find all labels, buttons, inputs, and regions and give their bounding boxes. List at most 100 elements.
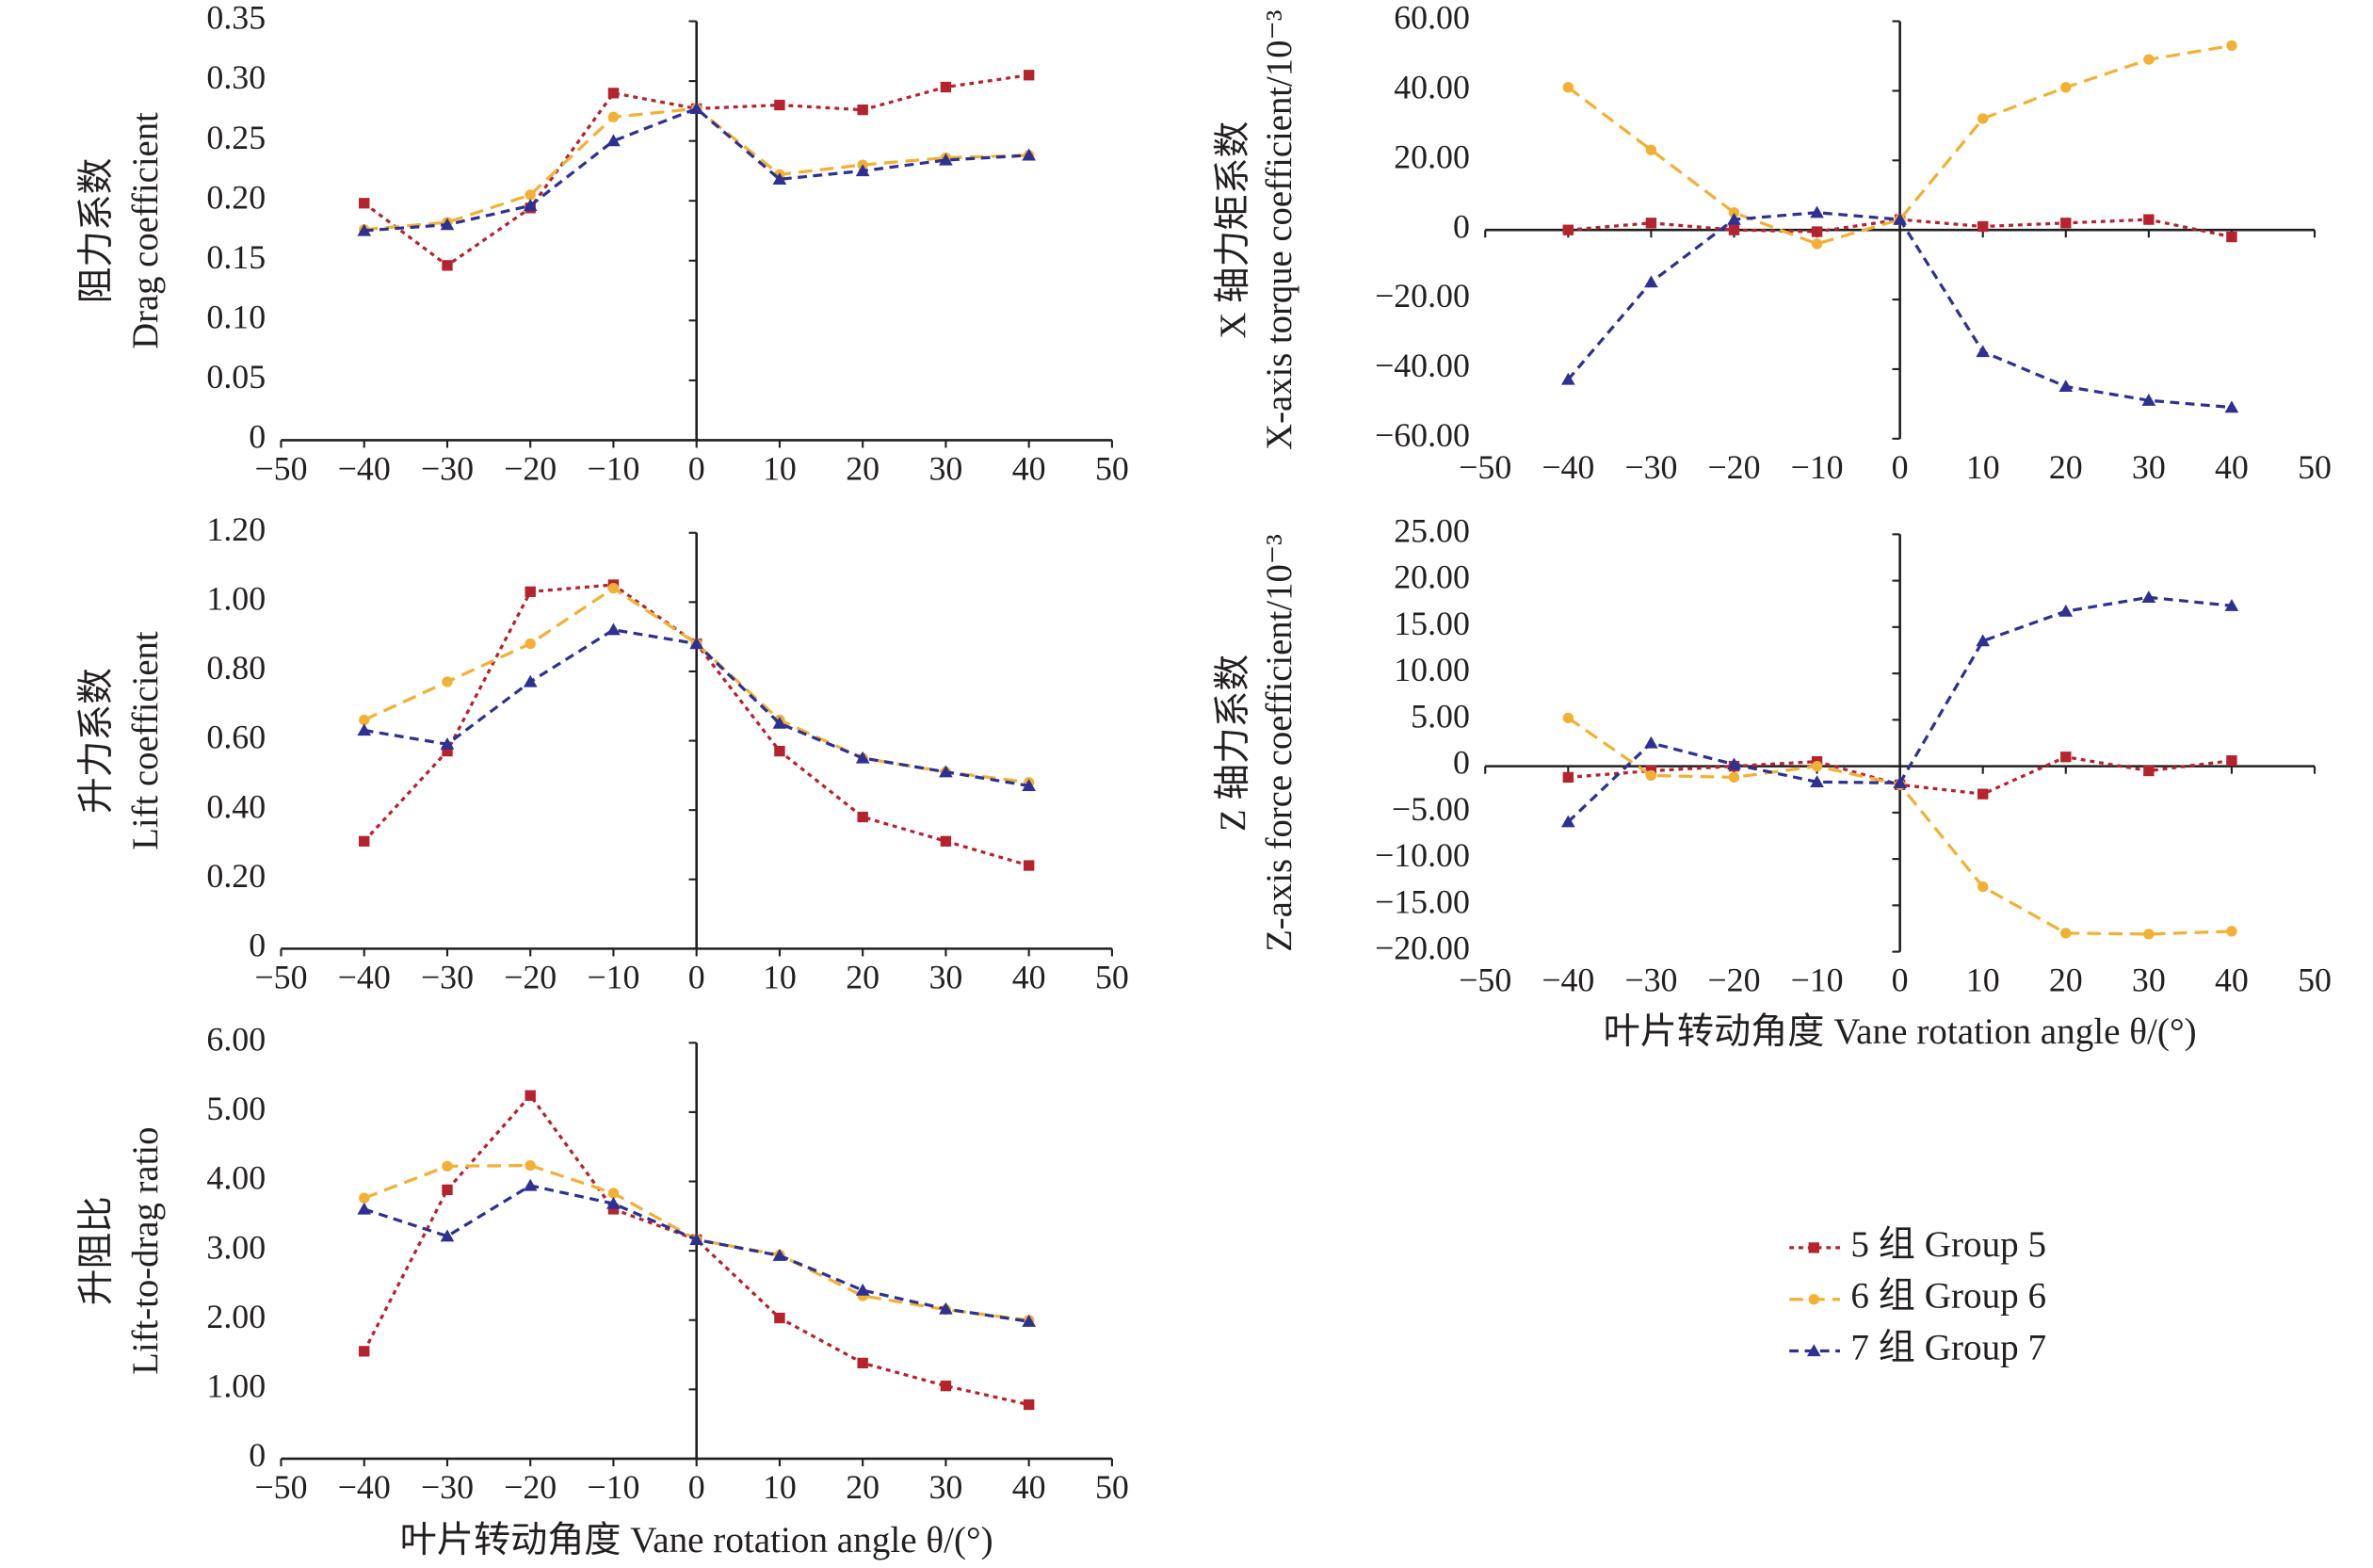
marker (1811, 760, 1823, 772)
y-axis-label: Drag coefficient (125, 112, 166, 349)
legend-marker (1808, 1242, 1819, 1253)
x-tick-label: −10 (587, 1468, 639, 1506)
y-tick-label: 1.20 (206, 510, 266, 548)
y-tick-label: 0 (249, 1436, 266, 1474)
marker (774, 1312, 785, 1324)
x-axis-label: 叶片转动角度 Vane rotation angle θ/(°) (1604, 1011, 2197, 1052)
x-tick-label: −20 (1707, 448, 1760, 486)
marker (2143, 765, 2155, 777)
marker (357, 223, 372, 236)
series-line (1567, 595, 2233, 823)
x-tick-label: 40 (2215, 962, 2249, 999)
x-tick-label: −30 (1624, 448, 1677, 486)
y-axis-label: Lift-to-drag ratio (125, 1127, 166, 1375)
marker (1976, 634, 1991, 647)
marker (940, 835, 952, 847)
marker (1810, 775, 1824, 787)
x-tick-label: 20 (846, 450, 880, 488)
y-tick-label: 15.00 (1394, 605, 1470, 642)
marker (442, 1160, 453, 1172)
y-axis-label: Z-axis force coefficient/10⁻³ (1259, 534, 1300, 952)
y-tick-label: 0.30 (206, 58, 266, 96)
marker (1022, 1314, 1036, 1327)
marker (1645, 218, 1657, 229)
marker (689, 102, 704, 114)
x-tick-label: −20 (504, 450, 557, 488)
marker (2224, 400, 2239, 413)
x-tick-label: 10 (1966, 448, 2000, 486)
marker (359, 714, 370, 726)
marker (939, 1301, 953, 1315)
marker (1022, 148, 1036, 161)
y-tick-label: 0.60 (206, 719, 266, 756)
marker (359, 1192, 370, 1204)
marker (525, 189, 536, 201)
x-tick-label: 10 (763, 450, 797, 488)
marker (607, 1204, 620, 1215)
marker (1978, 220, 1989, 233)
x-tick-label: 40 (1012, 1468, 1046, 1506)
y-tick-label: 20.00 (1394, 558, 1470, 596)
x-tick-label: 20 (846, 959, 880, 996)
marker (442, 260, 453, 271)
x-tick-label: −10 (1791, 448, 1844, 486)
x-tick-label: 20 (846, 1468, 880, 1506)
marker (2060, 928, 2072, 939)
marker (442, 676, 453, 687)
x-tick-label: −40 (1542, 448, 1594, 486)
marker (525, 1090, 536, 1101)
marker (2143, 929, 2155, 940)
marker (607, 88, 620, 99)
marker (1728, 771, 1740, 784)
marker (1978, 113, 1989, 124)
x-tick-label: −20 (504, 959, 557, 996)
x-tick-label: 30 (928, 450, 962, 488)
y-tick-label: 0.05 (206, 358, 266, 396)
y-tick-label: −60.00 (1375, 416, 1470, 454)
y-tick-label: −20.00 (1375, 929, 1470, 967)
y-tick-label: 40.00 (1394, 69, 1470, 106)
marker (855, 164, 870, 177)
x-tick-label: 0 (688, 959, 705, 996)
y-tick-label: 0.10 (206, 299, 266, 336)
marker (2226, 231, 2237, 243)
marker (1645, 144, 1657, 155)
y-tick-label: 0.80 (206, 649, 266, 687)
x-tick-label: −40 (1542, 962, 1594, 999)
marker (1562, 712, 1574, 724)
y-tick-label: 1.00 (206, 1367, 266, 1405)
marker (857, 104, 868, 116)
legend-label: 6 组 Group 6 (1850, 1276, 2046, 1317)
x-tick-label: 50 (1095, 450, 1129, 488)
marker (525, 1159, 536, 1172)
x-tick-label: −50 (1459, 962, 1511, 999)
legend-marker (1808, 1294, 1819, 1305)
marker (523, 1178, 538, 1191)
y-tick-label: −5.00 (1392, 790, 1470, 828)
y-tick-label: 0 (1453, 208, 1470, 246)
marker (2060, 752, 2072, 763)
x-tick-label: 40 (1012, 959, 1046, 996)
y-tick-label: −20.00 (1375, 277, 1470, 315)
y-axis-label: Z 轴力系数 (1213, 655, 1253, 832)
marker (939, 153, 953, 166)
y-tick-label: 0.20 (206, 179, 266, 217)
marker (1644, 736, 1658, 749)
x-tick-label: 30 (2132, 962, 2166, 999)
legend-label: 7 组 Group 7 (1850, 1328, 2046, 1368)
x-tick-label: 50 (1095, 959, 1129, 996)
marker (606, 1196, 621, 1209)
marker (2226, 926, 2237, 937)
marker (1560, 815, 1575, 828)
y-tick-label: 0.35 (206, 0, 266, 37)
y-axis-label: Lift coefficient (125, 631, 166, 849)
marker (359, 835, 370, 847)
marker (357, 1202, 372, 1215)
marker (1644, 275, 1658, 288)
marker (689, 1233, 704, 1245)
y-tick-label: 2.00 (206, 1298, 266, 1335)
y-tick-label: 0.20 (206, 857, 266, 895)
x-tick-label: 0 (1892, 448, 1909, 486)
y-tick-label: 0.15 (206, 238, 266, 276)
marker (1978, 881, 1989, 893)
